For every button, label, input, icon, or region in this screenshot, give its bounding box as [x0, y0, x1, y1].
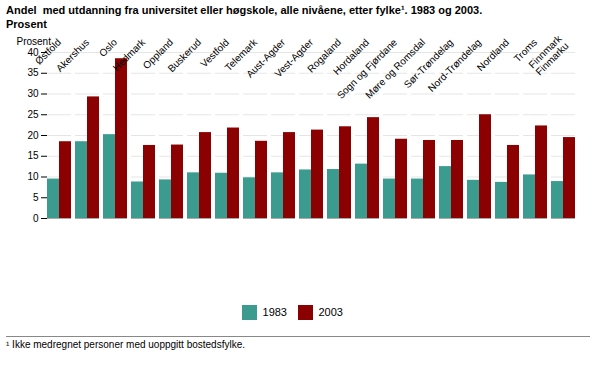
svg-text:Telemark: Telemark — [222, 36, 260, 73]
svg-text:Troms: Troms — [511, 36, 540, 64]
svg-text:Møre og Romsdal: Møre og Romsdal — [363, 36, 428, 100]
html-text:Prosent: Prosent — [6, 17, 47, 30]
svg-text:0: 0 — [33, 212, 39, 223]
svg-text:Østfold: Østfold — [33, 36, 64, 67]
svg-text:Aust-Agder: Aust-Agder — [244, 36, 288, 80]
svg-text:Vestfold: Vestfold — [198, 36, 232, 69]
svg-text:Sogn og Fjørdane: Sogn og Fjørdane — [334, 36, 400, 101]
svg-text:Oslo: Oslo — [97, 36, 120, 59]
svg-text:30: 30 — [27, 88, 39, 99]
svg-text:Hedmark: Hedmark — [111, 35, 148, 72]
svg-text:Nordland: Nordland — [475, 36, 511, 72]
svg-text:Buskerud: Buskerud — [166, 36, 204, 74]
svg-text:Sør-Trøndelag: Sør-Trøndelag — [402, 36, 455, 89]
svg-text:Nord-Trøndelag: Nord-Trøndelag — [425, 36, 484, 94]
html-text:1983: 1983 — [262, 306, 287, 318]
svg-text:Prosent: Prosent — [16, 35, 51, 47]
svg-text:25: 25 — [27, 108, 39, 119]
html-text:¹ Ikke medregnet personer med: ¹ Ikke medregnet personer med uoppgitt b… — [6, 339, 245, 350]
svg-text:40: 40 — [27, 46, 39, 58]
svg-text:FinnmarkFinmarku: FinnmarkFinmarku — [526, 34, 571, 77]
svg-text:10: 10 — [27, 171, 39, 182]
svg-text:Hordaland: Hordaland — [330, 36, 372, 77]
svg-text:Vest-Agder: Vest-Agder — [272, 36, 315, 79]
svg-text:5: 5 — [33, 191, 39, 202]
svg-text:15: 15 — [27, 150, 39, 161]
svg-text:Oppland: Oppland — [140, 36, 176, 71]
svg-text:Akershus: Akershus — [54, 36, 91, 73]
svg-text:35: 35 — [27, 67, 39, 78]
svg-text:20: 20 — [27, 129, 39, 140]
html-text:Andel med utdanning fra univer: Andel med utdanning fra universitet elle… — [6, 4, 483, 16]
svg-text:Rogaland: Rogaland — [305, 36, 344, 75]
html-text:2003: 2003 — [318, 306, 343, 318]
